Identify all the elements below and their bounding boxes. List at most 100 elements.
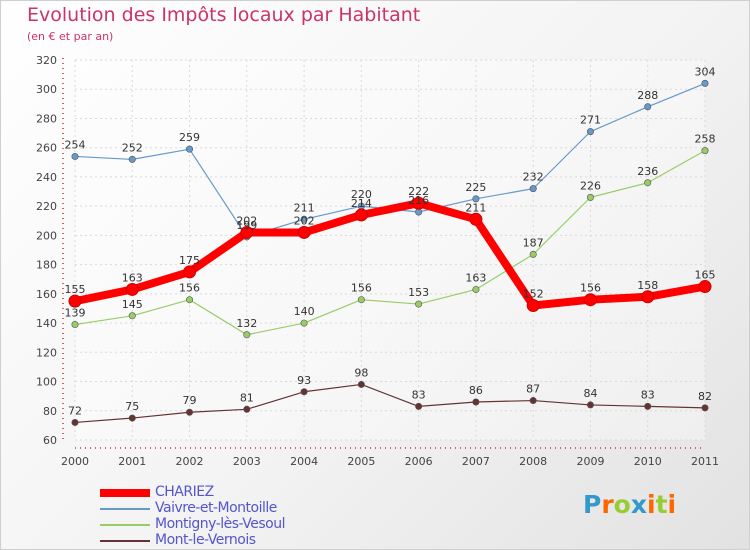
data-point	[644, 402, 652, 410]
y-tick-label: 120	[36, 346, 57, 359]
data-label: 226	[580, 179, 601, 192]
data-point	[415, 208, 423, 216]
y-tick-label: 100	[36, 376, 57, 389]
y-tick-label: 200	[36, 229, 57, 242]
y-tick-label: 160	[36, 288, 57, 301]
data-point	[300, 388, 308, 396]
logo-letter: P	[583, 490, 602, 519]
data-label: 152	[523, 288, 544, 301]
data-label: 75	[125, 400, 139, 413]
data-label: 145	[122, 298, 143, 311]
data-label: 175	[179, 254, 200, 267]
brand-logo: Proxiti	[583, 490, 676, 519]
legend-label: Montigny-lès-Vesoul	[155, 516, 286, 532]
x-tick-label: 2007	[462, 455, 490, 468]
data-label: 140	[294, 305, 315, 318]
data-label: 153	[408, 286, 429, 299]
logo-letter: o	[613, 490, 631, 519]
data-point	[354, 208, 368, 222]
data-point	[472, 398, 480, 406]
x-tick-label: 2010	[634, 455, 662, 468]
data-label: 199	[236, 219, 257, 232]
data-label: 163	[122, 271, 143, 284]
data-point	[644, 179, 652, 187]
legend-swatch	[100, 524, 150, 526]
data-point	[415, 402, 423, 410]
data-point	[586, 193, 594, 201]
data-label: 258	[695, 133, 716, 146]
data-label: 214	[351, 197, 372, 210]
data-point	[68, 294, 82, 308]
data-point	[243, 405, 251, 413]
series-line	[74, 383, 706, 424]
data-point	[357, 380, 365, 388]
data-point	[469, 212, 483, 226]
data-label: 81	[240, 391, 254, 404]
data-label: 82	[698, 390, 712, 403]
series-line	[74, 150, 706, 336]
data-point	[357, 296, 365, 304]
x-tick-label: 2011	[691, 455, 719, 468]
data-label: 93	[297, 374, 311, 387]
data-point	[186, 408, 194, 416]
y-tick-label: 220	[36, 200, 57, 213]
data-label: 288	[637, 89, 658, 102]
data-label: 83	[412, 388, 426, 401]
x-tick-label: 2000	[61, 455, 89, 468]
data-label: 202	[236, 214, 257, 227]
y-tick-label: 280	[36, 112, 57, 125]
data-point	[125, 282, 139, 296]
data-point	[128, 312, 136, 320]
data-label: 232	[523, 171, 544, 184]
y-tick-label: 80	[43, 405, 57, 418]
data-point	[186, 145, 194, 153]
y-tick-label: 260	[36, 142, 57, 155]
y-tick-label: 180	[36, 259, 57, 272]
data-label: 216	[408, 194, 429, 207]
data-label: 271	[580, 114, 601, 127]
data-label: 132	[236, 317, 257, 330]
legend-swatch	[100, 540, 150, 542]
data-label: 304	[695, 65, 716, 78]
logo-letter: i	[667, 490, 677, 519]
logo-letter: x	[630, 490, 647, 519]
data-label: 220	[351, 188, 372, 201]
data-point	[583, 293, 597, 307]
data-label: 254	[65, 138, 86, 151]
data-point	[71, 418, 79, 426]
data-label: 222	[408, 185, 429, 198]
data-point	[701, 79, 709, 87]
chart-subtitle: (en € et par an)	[27, 30, 114, 43]
data-label: 79	[183, 394, 197, 407]
data-label: 252	[122, 141, 143, 154]
data-point	[300, 215, 308, 223]
data-point	[183, 265, 197, 279]
data-label: 187	[523, 236, 544, 249]
data-point	[586, 401, 594, 409]
data-point	[128, 414, 136, 422]
x-tick-label: 2009	[576, 455, 604, 468]
data-point	[71, 152, 79, 160]
y-tick-label: 140	[36, 317, 57, 330]
data-point	[472, 195, 480, 203]
data-point	[240, 225, 254, 239]
data-label: 84	[583, 387, 597, 400]
legend-swatch	[100, 489, 150, 497]
y-tick-label: 300	[36, 83, 57, 96]
data-point	[529, 185, 537, 193]
chart-title: Evolution des Impôts locaux par Habitant	[27, 4, 421, 26]
logo-letter: i	[647, 490, 656, 519]
data-label: 72	[68, 404, 82, 417]
data-label: 83	[641, 388, 655, 401]
data-point	[526, 299, 540, 313]
data-point	[644, 103, 652, 111]
data-label: 259	[179, 131, 200, 144]
data-point	[529, 250, 537, 258]
data-point	[297, 225, 311, 239]
data-label: 211	[294, 201, 315, 214]
data-point	[128, 155, 136, 163]
logo-letter: r	[601, 490, 614, 519]
x-tick-label: 2002	[176, 455, 204, 468]
data-label: 98	[354, 366, 368, 379]
